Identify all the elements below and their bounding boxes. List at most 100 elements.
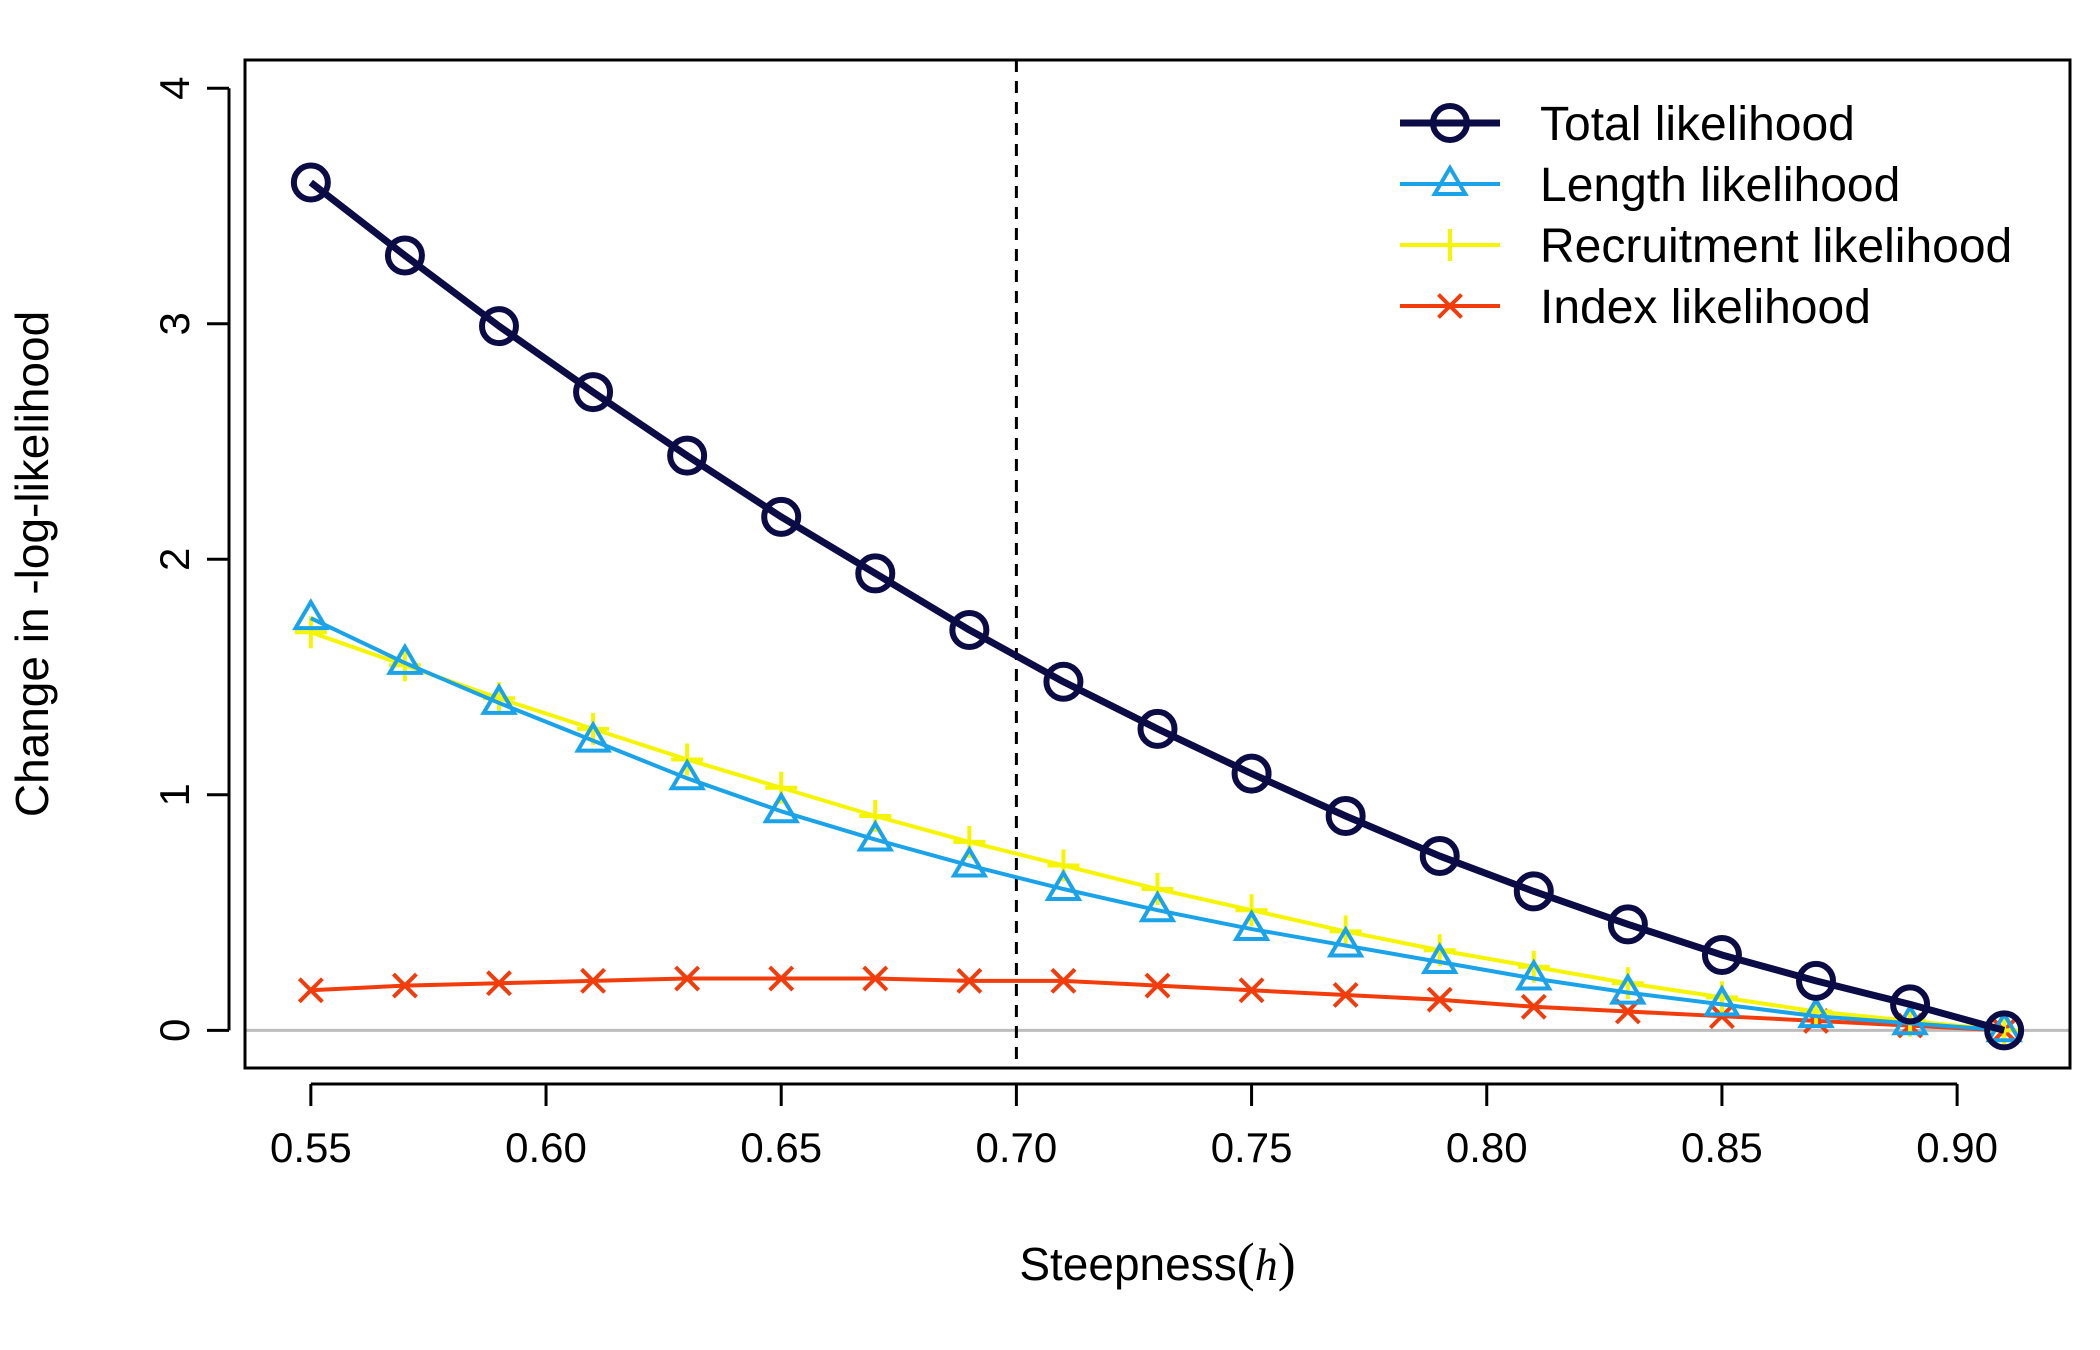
legend-label: Total likelihood: [1540, 98, 1855, 151]
series-recruitment-likelihood: [294, 616, 2021, 1047]
data-point-marker: [1890, 984, 1931, 1025]
circle-marker: [949, 609, 990, 650]
x-marker-b: [1437, 293, 1463, 319]
triangle-marker: [480, 682, 518, 715]
data-point-marker: [1420, 941, 1459, 975]
data-point-marker: [1325, 796, 1366, 836]
triangle-marker: [856, 819, 895, 852]
data-point-marker: [478, 306, 519, 347]
y-tick-label: 2: [151, 548, 198, 571]
data-point-marker: [1332, 982, 1359, 1008]
data-point-marker: [862, 965, 889, 992]
plot-frame: [243, 58, 2072, 1070]
data-point-marker: [386, 642, 424, 675]
triangle-marker: [1797, 996, 1835, 1029]
data-point-marker: [1326, 925, 1365, 958]
data-point-marker: [1144, 972, 1171, 999]
data-point-marker: [856, 819, 895, 852]
circle-marker: [1430, 103, 1470, 143]
data-point-marker: [1141, 873, 1174, 906]
circle-marker: [761, 496, 802, 537]
data-point-marker: [1609, 972, 1647, 1005]
data-point-marker: [1430, 103, 1470, 143]
data-point-marker: [1607, 904, 1648, 945]
data-point-marker: [297, 977, 324, 1004]
data-point-marker: [391, 972, 418, 999]
series-total-likelihood: [290, 162, 2025, 1051]
x-marker-b: [1426, 986, 1453, 1013]
x-marker-b: [297, 977, 324, 1004]
data-point-marker: [762, 791, 800, 824]
triangle-marker: [950, 845, 989, 878]
circle-marker: [1513, 871, 1554, 912]
x-tick-label: 0.90: [1916, 1124, 1998, 1171]
data-point-marker: [1520, 993, 1547, 1020]
circle-marker: [573, 372, 614, 413]
axes: 0.55 0.60 0.65 0.70 0.75 0.80 0.85 0.90 0 1 2 3 4: [151, 77, 1998, 1171]
triangle-marker: [574, 720, 612, 753]
triangle-marker: [1326, 925, 1365, 958]
triangle-marker: [1420, 941, 1459, 975]
x-marker-b: [674, 965, 701, 992]
circle-marker: [384, 235, 425, 276]
data-point-marker: [667, 435, 708, 476]
legend-entry: Index likelihood: [1400, 281, 1871, 334]
x-tick-label: 0.80: [1446, 1124, 1528, 1171]
x-axis-title-text: Steepness: [1019, 1238, 1236, 1290]
x-axis-title: Steepness(h): [1019, 1232, 1295, 1292]
triangle-marker: [1431, 163, 1469, 196]
data-point-marker: [855, 553, 896, 594]
x-axis-title-symbol: h: [1255, 1239, 1278, 1290]
data-point-marker: [290, 162, 331, 203]
data-point-marker: [292, 598, 330, 631]
triangle-marker: [1515, 958, 1553, 991]
data-point-marker: [384, 235, 425, 276]
legend-entry: Total likelihood: [1400, 98, 1855, 151]
x-tick-label: 0.60: [505, 1124, 587, 1171]
data-point-marker: [1419, 836, 1460, 877]
data-point-marker: [1232, 908, 1271, 942]
y-axis-title: Change in -log-likelihood: [6, 311, 58, 817]
circle-marker: [1043, 661, 1084, 702]
x-axis-title-open-paren: (: [1237, 1232, 1255, 1292]
triangle-marker: [1044, 868, 1083, 901]
triangle-marker: [386, 642, 424, 675]
circle-marker: [1890, 984, 1931, 1025]
triangle-marker: [1609, 972, 1647, 1005]
x-marker-b: [1050, 967, 1077, 994]
x-marker-b: [580, 967, 607, 994]
x-marker-b: [486, 970, 512, 997]
data-point-marker: [1050, 967, 1077, 994]
data-point-marker: [1797, 996, 1835, 1029]
series-length-likelihood: [292, 598, 2023, 1043]
data-point-marker: [1437, 293, 1463, 319]
x-tick-label: 0.75: [1211, 1124, 1293, 1171]
x-axis-title-close-paren: ): [1278, 1232, 1296, 1292]
y-tick-label: 0: [151, 1019, 198, 1042]
x-marker-b: [1144, 972, 1171, 999]
data-point-marker: [573, 372, 614, 413]
data-point-marker: [1044, 868, 1083, 901]
circle-marker: [290, 162, 331, 203]
circle-marker: [1701, 934, 1742, 975]
data-point-marker: [1043, 661, 1084, 702]
x-marker-b: [862, 965, 889, 992]
triangle-marker: [1138, 890, 1177, 923]
circle-marker: [478, 306, 519, 347]
data-point-marker: [674, 965, 701, 992]
data-point-marker: [1434, 229, 1466, 261]
data-point-marker: [1984, 1010, 2025, 1051]
data-point-marker: [1513, 871, 1554, 912]
data-point-marker: [1231, 753, 1272, 794]
triangle-marker: [292, 598, 330, 631]
data-point-marker: [1703, 984, 1741, 1017]
circle-marker: [1231, 753, 1272, 794]
series-line: [308, 179, 2006, 1034]
data-point-marker: [668, 758, 706, 791]
data-point-marker: [294, 616, 327, 649]
legend-label: Length likelihood: [1540, 159, 1900, 212]
x-marker-b: [391, 972, 418, 999]
data-point-marker: [950, 845, 989, 878]
circle-marker: [667, 435, 708, 476]
y-tick-label: 4: [151, 77, 198, 100]
